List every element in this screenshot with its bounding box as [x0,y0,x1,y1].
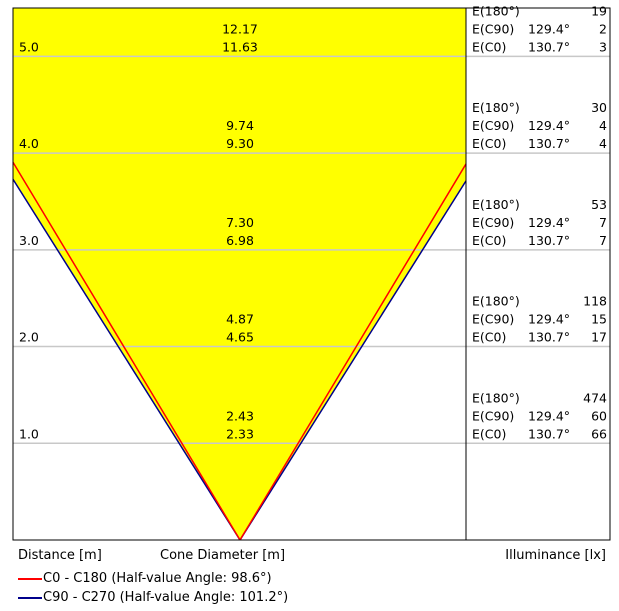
e-c90-label-4.0: E(C90) [472,118,514,133]
diameter-c90-3.0: 7.30 [226,215,254,230]
e180-label-1.0: E(180°) [472,390,520,405]
cone-fill [13,8,466,540]
c0-angle-2.0: 130.7° [528,330,570,345]
e180-label-3.0: E(180°) [472,197,520,212]
c90-angle-1.0: 129.4° [528,408,570,423]
legend-label-c90: C90 - C270 (Half-value Angle: 101.2°) [43,590,289,605]
c0-angle-3.0: 130.7° [528,233,570,248]
e-c0-value-2.0: 17 [591,330,607,345]
diameter-c90-5.0: 12.17 [222,21,258,36]
distance-label-4.0: 4.0 [19,136,39,151]
cone-edge-c90-right [239,180,467,541]
cone-edge-c90-left [12,178,241,541]
e180-value-4.0: 30 [591,100,607,115]
diameter-c90-4.0: 9.74 [226,118,254,133]
distance-label-2.0: 2.0 [19,330,39,345]
e180-value-1.0: 474 [583,390,607,405]
e-c90-label-5.0: E(C90) [472,21,514,36]
diameter-c90-1.0: 2.43 [226,408,254,423]
e-c0-value-1.0: 66 [591,426,607,441]
cone-edge-c0-right [239,163,467,541]
e-c90-label-2.0: E(C90) [472,312,514,327]
diameter-c90-2.0: 4.87 [226,312,254,327]
distance-label-5.0: 5.0 [19,39,39,54]
e180-value-5.0: 19 [591,3,607,18]
c90-angle-4.0: 129.4° [528,118,570,133]
e180-value-2.0: 118 [583,294,607,309]
diameter-c0-1.0: 2.33 [226,426,254,441]
legend-label-c0: C0 - C180 (Half-value Angle: 98.6°) [43,571,272,586]
diameter-c0-4.0: 9.30 [226,136,254,151]
e-c0-label-1.0: E(C0) [472,426,506,441]
c90-angle-3.0: 129.4° [528,215,570,230]
legend-item-c0: C0 - C180 (Half-value Angle: 98.6°) [18,571,272,586]
c0-angle-4.0: 130.7° [528,136,570,151]
e-c0-label-3.0: E(C0) [472,233,506,248]
e180-label-2.0: E(180°) [472,294,520,309]
legend-item-c90: C90 - C270 (Half-value Angle: 101.2°) [18,590,288,605]
e-c90-value-1.0: 60 [591,408,607,423]
distance-label-1.0: 1.0 [19,426,39,441]
cone-diameter-axis-label: Cone Diameter [m] [160,548,286,563]
e-c0-value-4.0: 4 [599,136,607,151]
diameter-c0-2.0: 4.65 [226,330,254,345]
e180-label-5.0: E(180°) [472,3,520,18]
e-c90-label-1.0: E(C90) [472,408,514,423]
legend-line-c0 [18,577,42,580]
c0-angle-1.0: 130.7° [528,426,570,441]
e180-value-3.0: 53 [591,197,607,212]
e-c90-value-2.0: 15 [591,312,607,327]
e-c0-label-4.0: E(C0) [472,136,506,151]
distance-axis-label: Distance [m] [18,548,102,563]
e-c0-value-5.0: 3 [599,39,607,54]
c0-angle-5.0: 130.7° [528,39,570,54]
c90-angle-2.0: 129.4° [528,312,570,327]
e-c0-label-5.0: E(C0) [472,39,506,54]
e180-label-4.0: E(180°) [472,100,520,115]
e-c0-value-3.0: 7 [599,233,607,248]
diameter-c0-5.0: 11.63 [222,39,258,54]
c90-angle-5.0: 129.4° [528,21,570,36]
distance-label-3.0: 3.0 [19,233,39,248]
cone-edge-c0-left [12,161,241,541]
illuminance-axis-label: Illuminance [lx] [505,548,606,563]
legend-line-c90 [18,596,42,599]
chart-frame [12,7,611,541]
diameter-c0-3.0: 6.98 [226,233,254,248]
e-c90-value-5.0: 2 [599,21,607,36]
e-c90-value-3.0: 7 [599,215,607,230]
e-c90-label-3.0: E(C90) [472,215,514,230]
e-c0-label-2.0: E(C0) [472,330,506,345]
e-c90-value-4.0: 4 [599,118,607,133]
